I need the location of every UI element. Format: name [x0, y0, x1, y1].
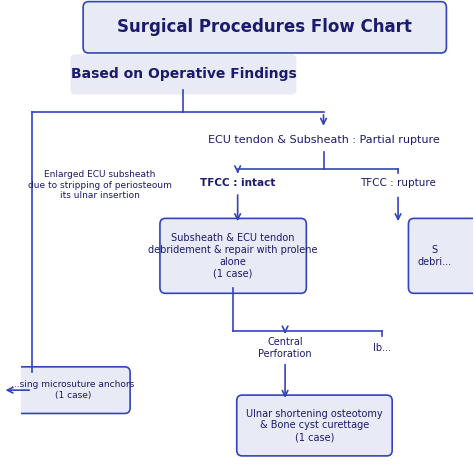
Text: TFCC : rupture: TFCC : rupture: [360, 178, 436, 188]
FancyBboxPatch shape: [409, 219, 474, 293]
Text: Central
Perforation: Central Perforation: [258, 337, 312, 358]
Text: TFCC : intact: TFCC : intact: [200, 178, 275, 188]
FancyBboxPatch shape: [237, 395, 392, 456]
Text: Subsheath & ECU tendon
debridement & repair with prolene
alone
(1 case): Subsheath & ECU tendon debridement & rep…: [148, 234, 318, 278]
Text: Enlarged ECU subsheath
due to stripping of periosteoum
its ulnar insertion: Enlarged ECU subsheath due to stripping …: [28, 170, 172, 200]
Text: ...sing microsuture anchors
(1 case): ...sing microsuture anchors (1 case): [11, 381, 134, 400]
Text: Ib...: Ib...: [373, 343, 392, 353]
FancyBboxPatch shape: [160, 219, 306, 293]
Text: Ulnar shortening osteotomy
& Bone cyst curettage
(1 case): Ulnar shortening osteotomy & Bone cyst c…: [246, 409, 383, 442]
Text: Surgical Procedures Flow Chart: Surgical Procedures Flow Chart: [118, 18, 412, 36]
FancyBboxPatch shape: [83, 1, 447, 53]
FancyBboxPatch shape: [71, 55, 296, 94]
Text: S
debri...: S debri...: [417, 245, 451, 267]
Text: Based on Operative Findings: Based on Operative Findings: [71, 67, 296, 82]
FancyBboxPatch shape: [0, 367, 130, 413]
Text: ECU tendon & Subsheath : Partial rupture: ECU tendon & Subsheath : Partial rupture: [208, 136, 439, 146]
